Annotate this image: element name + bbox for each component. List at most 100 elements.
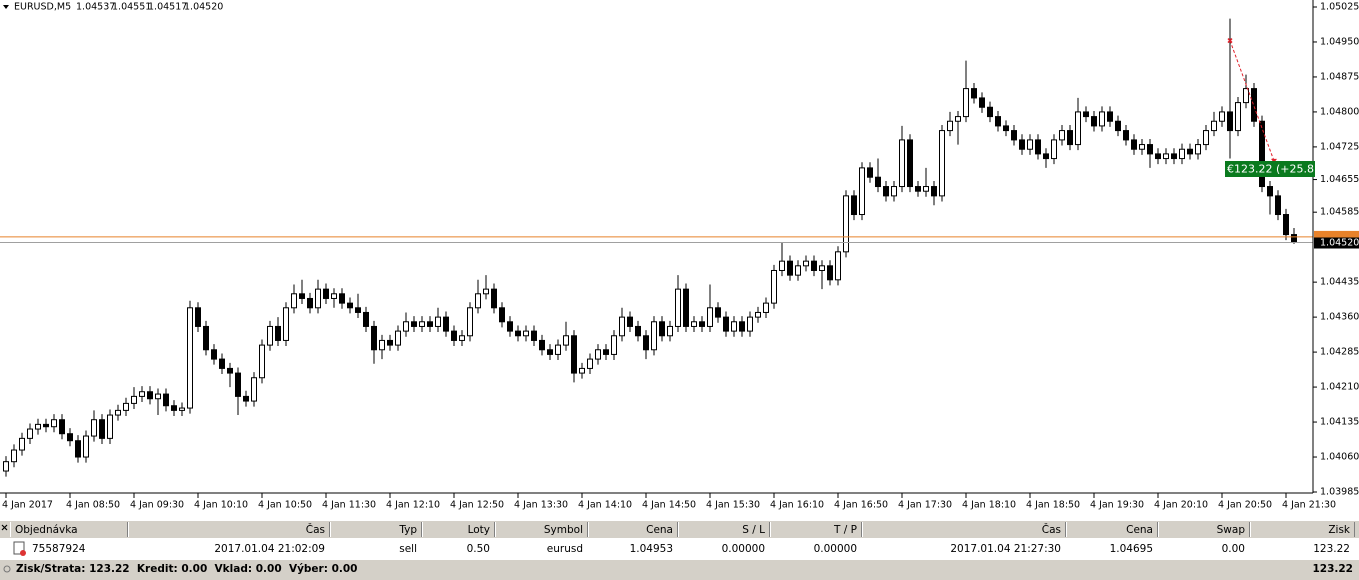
candle-body — [1147, 144, 1153, 155]
candle-body — [115, 409, 121, 416]
candle-body — [515, 330, 521, 337]
x-tick-label: 4 Jan 09:30 — [130, 500, 184, 511]
candle-body — [1131, 139, 1137, 150]
column-header: Cena — [646, 524, 673, 536]
close-icon[interactable] — [1, 524, 8, 531]
candle-body — [1195, 144, 1201, 155]
bid-label: 1.04520 — [1320, 238, 1359, 249]
candle-body — [971, 88, 977, 99]
y-tick-label: 1.03985 — [1320, 487, 1359, 498]
cell: 2017.01.04 21:27:30 — [950, 543, 1061, 555]
candle-body — [483, 288, 489, 295]
candle-body — [667, 325, 673, 337]
x-tick-label: 4 Jan 19:30 — [1090, 500, 1144, 511]
candle-body — [779, 260, 785, 271]
candle-body — [923, 186, 929, 192]
candle-body — [531, 330, 537, 341]
candle-body — [1027, 139, 1033, 150]
candle-body — [251, 377, 257, 402]
candle-body — [915, 186, 921, 192]
summary-icon — [3, 565, 11, 573]
candle-body — [571, 335, 577, 374]
candle-body — [1155, 153, 1161, 160]
candle-body — [467, 307, 473, 337]
bid-label-bg — [1314, 237, 1359, 249]
candle-body — [195, 307, 201, 327]
x-tick-label: 4 Jan 20:50 — [1218, 500, 1272, 511]
profit-label: €123.22 (+25.8 — [1225, 161, 1315, 177]
candle-body — [1051, 139, 1057, 160]
candle-body — [1059, 130, 1065, 141]
candle-body — [1107, 111, 1113, 122]
candle-body — [1251, 88, 1257, 122]
candle-body — [987, 106, 993, 118]
column-header: Čas — [306, 523, 325, 536]
x-tick-label: 4 Jan 16:50 — [834, 500, 888, 511]
x-tick-label: 4 Jan 15:30 — [706, 500, 760, 511]
candle-body — [1235, 102, 1241, 132]
candle-body — [275, 325, 281, 341]
candle-body — [99, 419, 105, 439]
candle-body — [1203, 130, 1209, 146]
x-tick-label: 4 Jan 12:10 — [386, 500, 440, 511]
cell: 1.04953 — [630, 543, 673, 555]
cell: 0.50 — [467, 543, 490, 555]
candle-body — [883, 186, 889, 197]
candle-body — [763, 302, 769, 313]
candle-body — [3, 461, 9, 472]
candle-body — [267, 325, 273, 346]
column-header: Zisk — [1328, 524, 1351, 536]
candle-body — [347, 302, 353, 309]
x-tick-label: 4 Jan 14:50 — [642, 500, 696, 511]
candle-body — [619, 316, 625, 337]
candle-body — [355, 307, 361, 313]
candle-body — [747, 316, 753, 332]
candle-body — [91, 419, 97, 437]
candle-body — [811, 260, 817, 271]
trade-open — [1227, 38, 1233, 44]
candle-body — [539, 339, 545, 351]
x-tick-label: 4 Jan 08:50 — [66, 500, 120, 511]
candle-body — [1291, 234, 1297, 244]
column-header: Swap — [1217, 524, 1246, 536]
menu-arrow[interactable] — [3, 5, 9, 9]
summary-text: Zisk/Strata: 123.22 Kredit: 0.00 Vklad: … — [16, 563, 358, 575]
column-header: S / L — [742, 524, 765, 536]
candle-body — [1003, 125, 1009, 132]
x-tick-label: 4 Jan 10:10 — [194, 500, 248, 511]
candle-body — [107, 414, 113, 439]
y-tick-label: 1.04950 — [1320, 36, 1359, 47]
candle-body — [299, 293, 305, 299]
candle-body — [459, 335, 465, 341]
order-icon — [13, 541, 26, 556]
candle-body — [827, 265, 833, 281]
header-row — [0, 521, 1359, 538]
candle-body — [1275, 195, 1281, 216]
candle-body — [611, 335, 617, 355]
candle-body — [723, 316, 729, 332]
y-tick-label: 1.04435 — [1320, 277, 1359, 288]
y-tick-label: 1.04210 — [1320, 382, 1359, 393]
candle-body — [451, 330, 457, 341]
candle-body — [363, 311, 369, 327]
candle-body — [219, 358, 225, 369]
candle-body — [491, 288, 497, 309]
y-tick-label: 1.04800 — [1320, 106, 1359, 117]
candle-body — [475, 293, 481, 309]
candle-body — [739, 321, 745, 332]
candle-body — [875, 176, 881, 188]
candle-body — [187, 307, 193, 409]
candle-body — [787, 260, 793, 276]
cell: 1.04695 — [1110, 543, 1153, 555]
candle-body — [75, 440, 81, 458]
candle-body — [59, 419, 65, 435]
candle-body — [851, 195, 857, 216]
candle-body — [243, 395, 249, 402]
y-tick-label: 1.04655 — [1320, 174, 1359, 185]
candle-body — [235, 372, 241, 397]
x-tick-label: 4 Jan 17:30 — [898, 500, 952, 511]
x-tick-label: 4 Jan 11:30 — [322, 500, 376, 511]
candle-body — [499, 307, 505, 323]
candle-body — [795, 265, 801, 276]
candle-body — [755, 311, 761, 318]
